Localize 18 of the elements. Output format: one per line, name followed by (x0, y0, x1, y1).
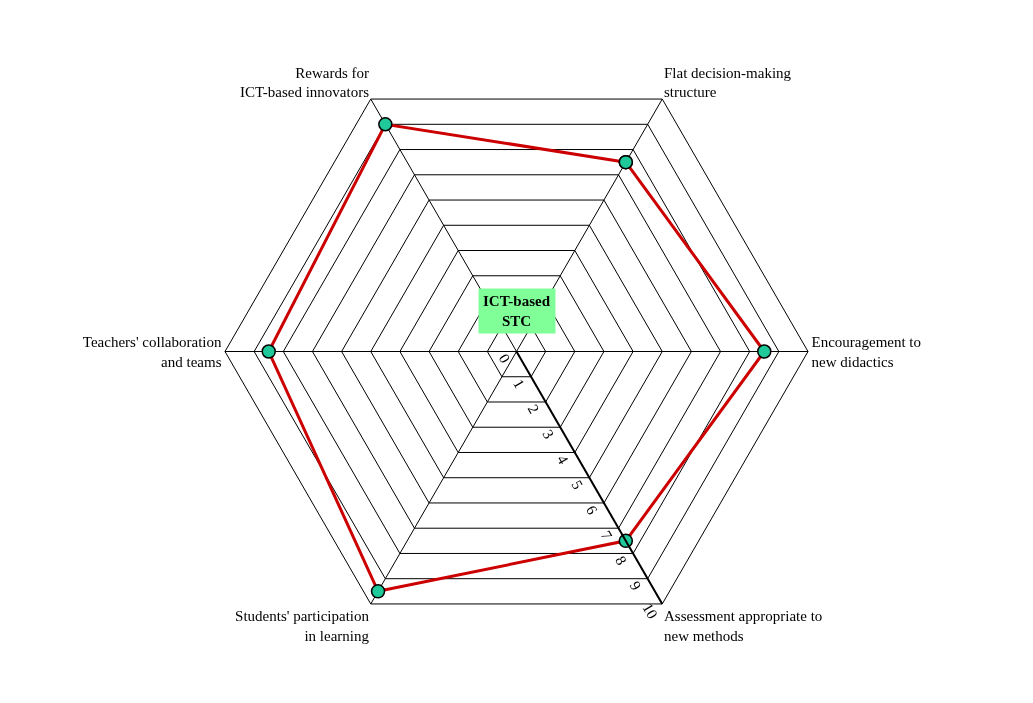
y-tick-label: 2 (524, 401, 543, 417)
text: ICT-based STC (483, 293, 551, 329)
y-tick-label: 3 (539, 426, 557, 442)
y-tick-label: 10 (639, 600, 661, 622)
spoke-label: Teachers' collaboration and teams (82, 334, 222, 370)
spoke-label: Flat decision-making structure (664, 64, 792, 101)
y-tick-label: 0 (495, 351, 514, 366)
y-tick-label: 4 (553, 452, 572, 468)
spoke-label: Encouragement to new didactics (811, 334, 922, 370)
spoke-label: Assessment appropriate to new methods (664, 608, 823, 644)
y-tick-label: 5 (568, 477, 587, 492)
y-tick-label: 6 (583, 502, 601, 518)
spoke-label: Rewards for ICT-based innovators (239, 64, 370, 101)
y-tick-label: 1 (510, 376, 528, 391)
y-tick-label: 8 (612, 553, 630, 568)
y-tick-label: 7 (597, 527, 616, 543)
spoke-label: Students' participation in learning (235, 608, 370, 644)
y-tick-label: 9 (626, 578, 645, 593)
